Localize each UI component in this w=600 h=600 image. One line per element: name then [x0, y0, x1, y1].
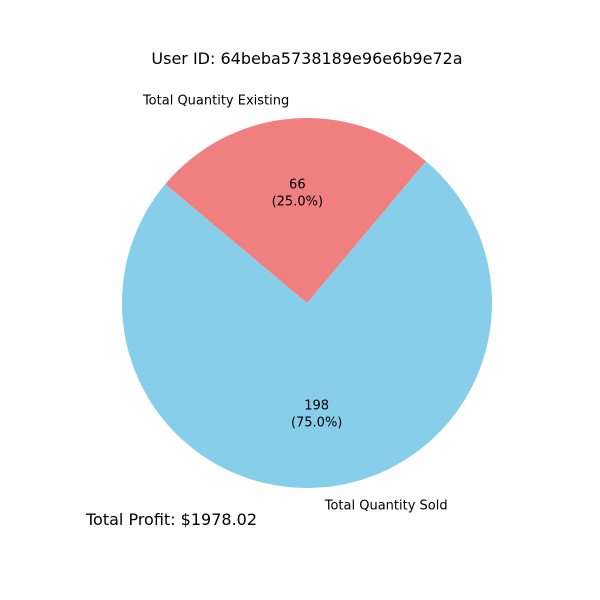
- slice-label-total-quantity-existing: Total Quantity Existing: [142, 93, 289, 108]
- slice-label-total-quantity-sold: Total Quantity Sold: [324, 499, 448, 514]
- slice-value-total-quantity-sold: 198: [304, 399, 329, 414]
- pie-slices: [121, 118, 492, 489]
- total-profit-annotation: Total Profit: $1978.02: [85, 510, 257, 529]
- pie-labels: Total Quantity Sold 198 (75.0%) Total Quant…: [142, 93, 448, 513]
- chart-title: User ID: 64beba5738189e96e6b9e72a: [151, 49, 462, 68]
- slice-value-total-quantity-existing: 66: [289, 177, 306, 192]
- pie-slice-total-quantity-existing: [165, 118, 426, 303]
- pie-slice-total-quantity-sold: [121, 161, 492, 489]
- slice-percent-total-quantity-sold: (75.0%): [291, 416, 342, 431]
- slice-percent-total-quantity-existing: (25.0%): [272, 194, 323, 209]
